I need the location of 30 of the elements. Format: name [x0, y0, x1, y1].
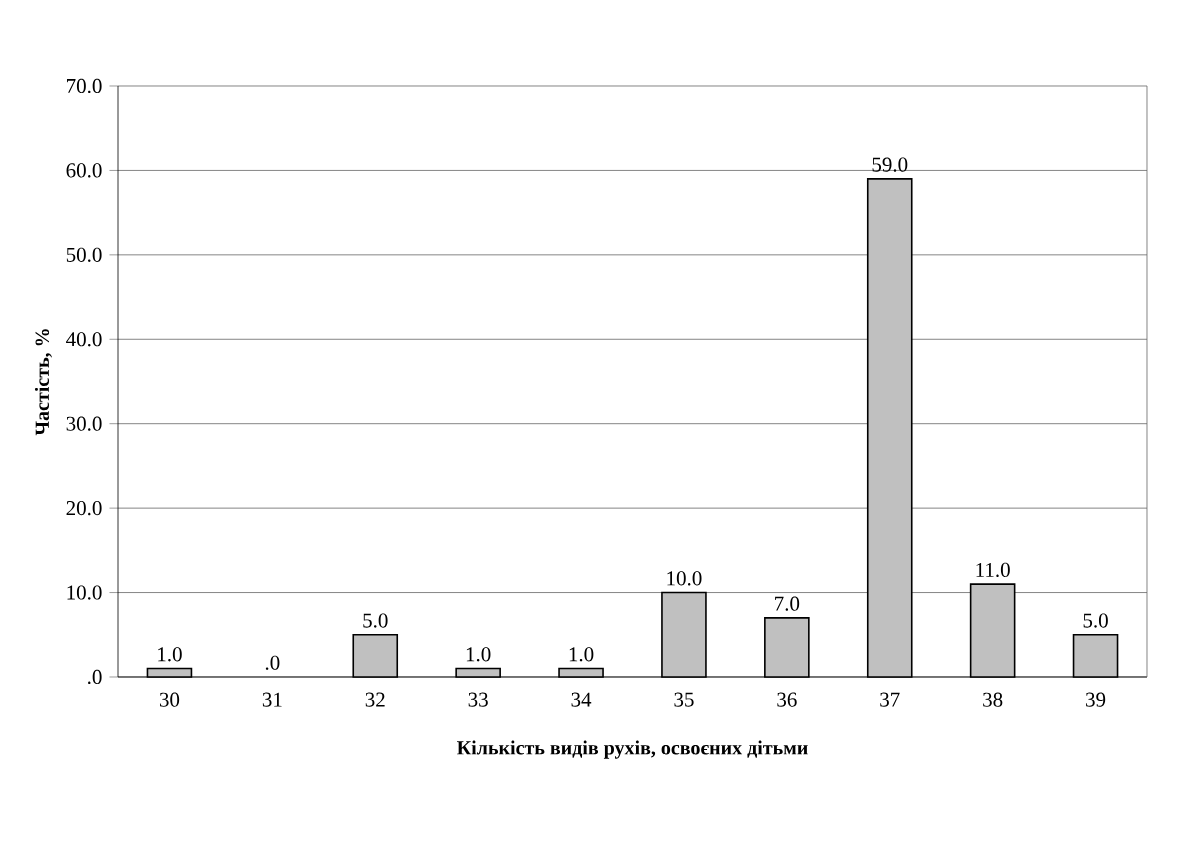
x-tick-label: 39: [1086, 692, 1106, 707]
y-tick-label: 30.0: [66, 416, 102, 431]
x-tick-label: 33: [468, 692, 488, 707]
data-label: .0: [265, 655, 280, 670]
data-label: 1.0: [158, 647, 182, 662]
y-tick-label: 10.0: [67, 585, 102, 600]
x-tick-label: 35: [674, 692, 694, 707]
y-tick-label: 70.0: [67, 78, 102, 94]
y-tick-label: 20.0: [66, 501, 102, 516]
data-label: 11.0: [976, 562, 1010, 578]
y-tick-label: 60.0: [66, 163, 102, 178]
data-label: 59.0: [872, 157, 908, 172]
x-tick-label: 30: [159, 692, 180, 707]
y-tick-label: .0: [88, 669, 102, 685]
x-tick-label: 32: [365, 692, 385, 707]
x-axis-title: Кількість видів рухів, освоєних дітьми: [457, 740, 808, 759]
x-tick-label: 37: [880, 692, 900, 707]
x-tick-label: 31: [262, 692, 282, 707]
data-label: 1.0: [466, 647, 491, 662]
x-tick-label: 34: [571, 692, 592, 707]
data-label: 7.0: [775, 596, 800, 611]
data-label: 10.0: [667, 571, 702, 586]
y-tick-label: 50.0: [66, 247, 102, 262]
data-label: 5.0: [1083, 613, 1108, 628]
x-tick-label: 38: [983, 692, 1003, 707]
y-axis-title: Частість, %: [34, 329, 52, 436]
data-label: 1.0: [569, 647, 594, 662]
x-tick-label: 36: [777, 692, 797, 707]
y-tick-label: 40.0: [66, 332, 102, 347]
data-label: 5.0: [363, 613, 388, 628]
